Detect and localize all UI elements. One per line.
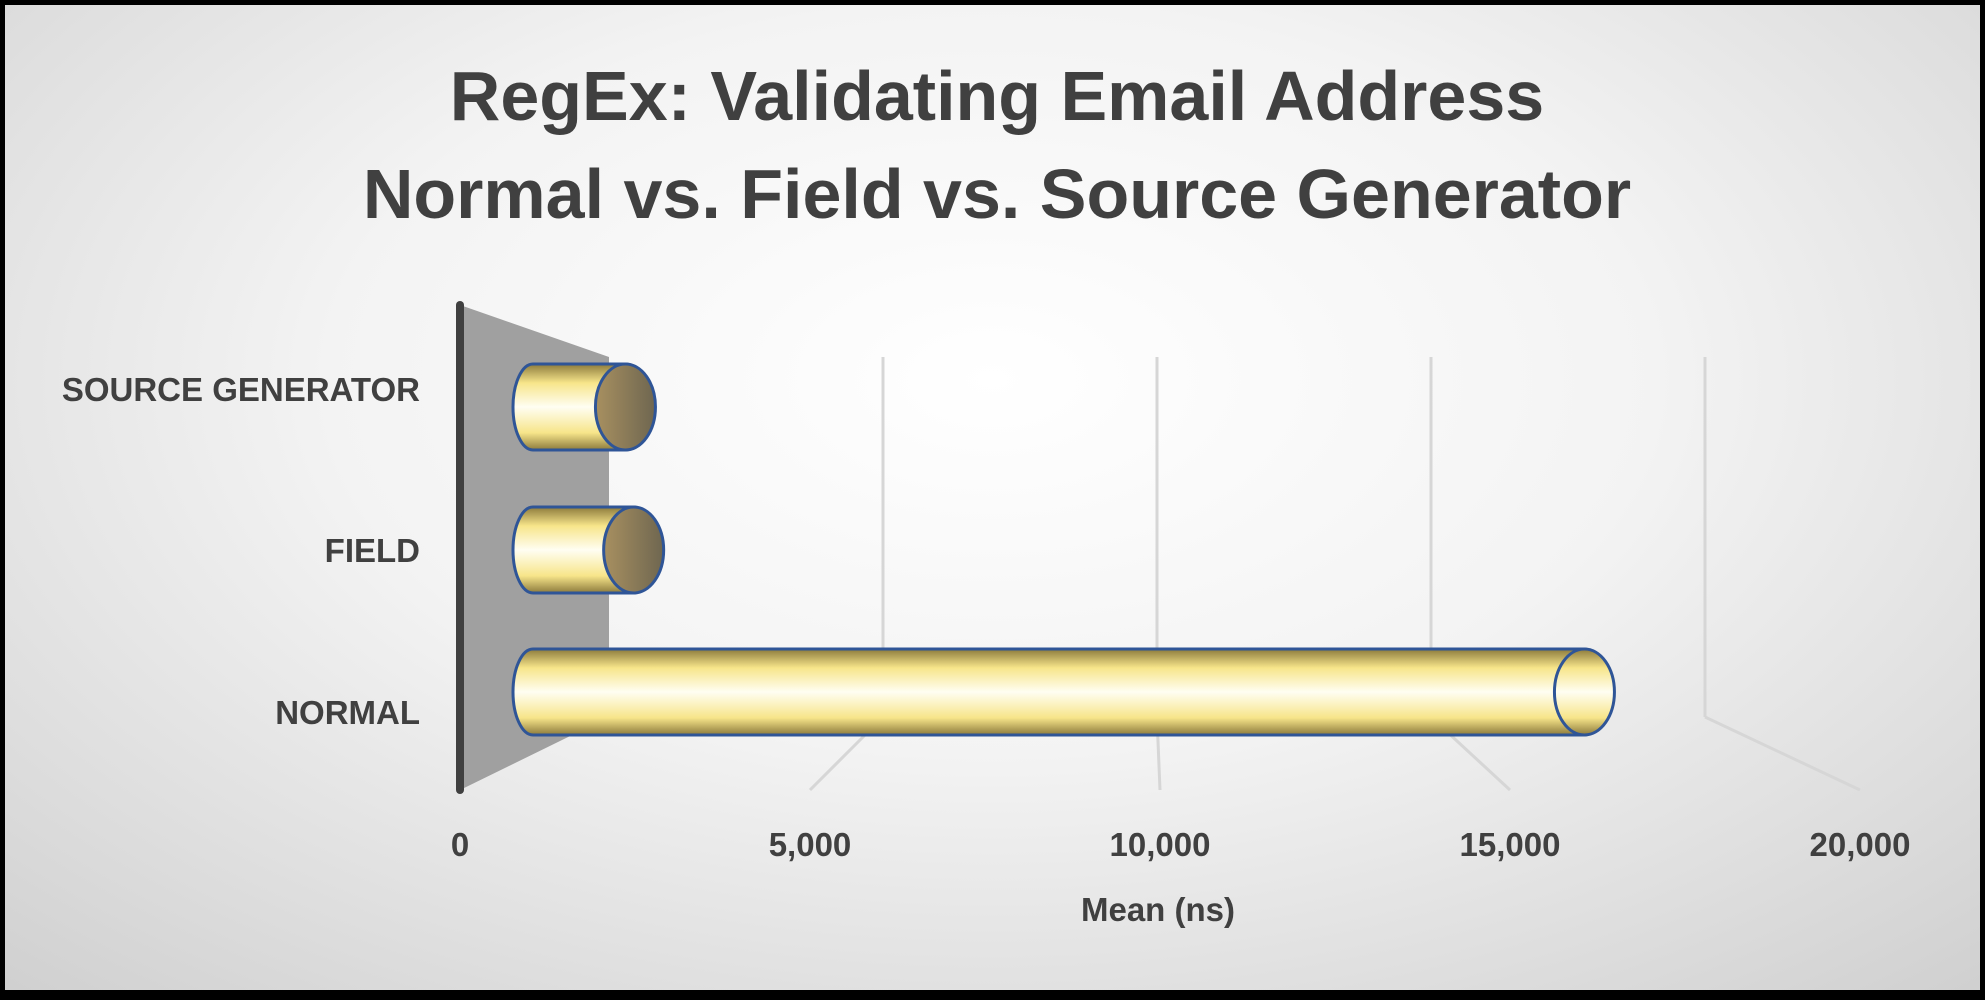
bar-body: [511, 647, 1606, 737]
x-tick-label: 20,000: [1810, 826, 1911, 863]
chart-title-line-2: Normal vs. Field vs. Source Generator: [363, 155, 1631, 233]
y-category-label: NORMAL: [275, 694, 420, 731]
y-category-label: FIELD: [325, 532, 420, 569]
x-tick-label: 15,000: [1460, 826, 1561, 863]
x-axis-title: Mean (ns): [1081, 891, 1235, 928]
bar-end-cap: [602, 505, 666, 595]
bar-end-cap: [1552, 647, 1616, 737]
x-tick-label: 5,000: [769, 826, 852, 863]
bar-normal: [511, 647, 1616, 737]
chart-title-line-1: RegEx: Validating Email Address: [450, 57, 1544, 135]
bar-source-generator: [511, 362, 657, 452]
x-tick-label: 10,000: [1110, 826, 1211, 863]
y-category-label: SOURCE GENERATOR: [62, 371, 420, 408]
bar-end-cap: [593, 362, 657, 452]
floor-gridline: [1704, 715, 1861, 792]
x-tick-label: 0: [451, 826, 469, 863]
chart-svg: RegEx: Validating Email Address Normal v…: [62, 57, 1911, 928]
bar-field: [511, 505, 666, 595]
